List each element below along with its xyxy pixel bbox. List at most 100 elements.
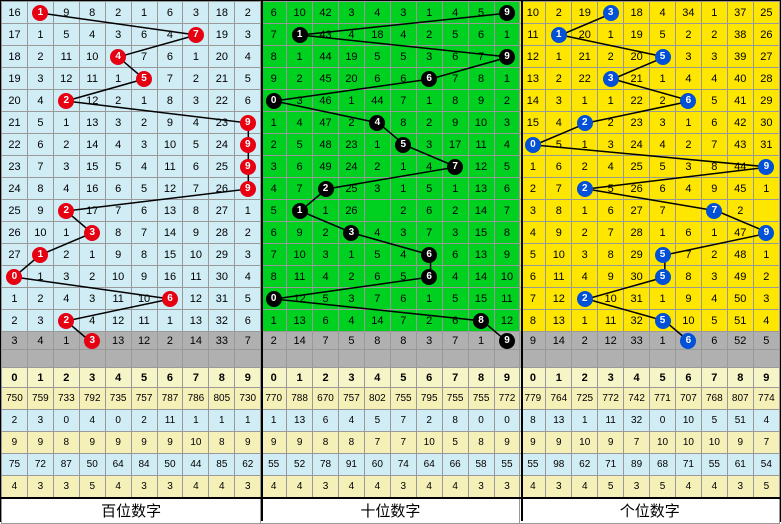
cell: 2 (364, 156, 390, 178)
stat-cell: 755 (468, 388, 494, 410)
stat-cell: 9 (287, 432, 313, 454)
cell: 46 (313, 90, 339, 112)
cell: 2 (701, 244, 727, 266)
cell: 3 (27, 68, 53, 90)
cell: 4 (701, 288, 727, 310)
stat-cell: 5 (753, 476, 779, 498)
trend-ball: 6 (421, 247, 437, 263)
cell: 44 (313, 46, 339, 68)
cell: 18 (209, 2, 235, 24)
cell: 6 (157, 46, 183, 68)
main-table: 1619821631826104234314591021931843413725… (1, 1, 780, 524)
cell: 1 (650, 332, 676, 350)
stat-cell: 75 (2, 454, 28, 476)
cell: 2 (53, 134, 79, 156)
cell: 8 (183, 200, 209, 222)
cell: 13 (546, 310, 572, 332)
cell: 2 (416, 112, 442, 134)
stat-cell: 4 (79, 410, 105, 432)
cell: 5 (650, 24, 676, 46)
cell: 4 (546, 112, 572, 134)
stat-cell: 52 (287, 454, 313, 476)
cell: 6 (157, 288, 183, 310)
cell: 9 (753, 156, 779, 178)
cell: 47 (313, 112, 339, 134)
stat-cell: 4 (287, 476, 313, 498)
cell: 5 (390, 46, 416, 68)
stat-cell: 8 (53, 432, 79, 454)
trend-ball: 2 (577, 291, 593, 307)
trend-ball: 3 (603, 5, 619, 21)
stat-cell: 3 (727, 476, 753, 498)
cell: 3 (105, 112, 131, 134)
cell: 5 (287, 134, 313, 156)
cell: 29 (624, 244, 650, 266)
stat-cell: 3 (494, 476, 520, 498)
cell: 3 (27, 310, 53, 332)
cell: 3 (235, 244, 261, 266)
cell: 7 (650, 200, 676, 222)
cell: 7 (416, 222, 442, 244)
cell: 6 (131, 24, 157, 46)
cell: 8 (79, 2, 105, 24)
trend-ball: 6 (421, 71, 437, 87)
cell: 1 (287, 46, 313, 68)
cell: 4 (390, 24, 416, 46)
cell: 4 (364, 112, 390, 134)
cell: 3 (598, 2, 624, 24)
stat-cell: 4 (753, 410, 779, 432)
col-header: 7 (701, 368, 727, 388)
cell: 8 (468, 310, 494, 332)
stat-cell: 2 (2, 410, 28, 432)
cell: 9 (105, 244, 131, 266)
cell: 2 (390, 200, 416, 222)
cell: 44 (364, 90, 390, 112)
stat-cell: 805 (209, 388, 235, 410)
trend-ball: 6 (162, 291, 178, 307)
trend-ball: 3 (84, 225, 100, 241)
cell: 7 (131, 46, 157, 68)
cell: 19 (338, 46, 364, 68)
cell: 3 (53, 266, 79, 288)
cell: 9 (494, 332, 520, 350)
cell: 6 (675, 332, 701, 350)
cell: 20 (572, 24, 598, 46)
col-header: 5 (390, 368, 416, 388)
cell: 4 (79, 24, 105, 46)
stat-cell: 32 (624, 410, 650, 432)
stat-cell: 787 (157, 388, 183, 410)
cell: 13 (520, 68, 546, 90)
spacer (442, 350, 468, 368)
cell: 12 (468, 156, 494, 178)
trend-ball: 3 (343, 225, 359, 241)
spacer (53, 350, 79, 368)
cell: 6 (287, 156, 313, 178)
cell: 9 (546, 222, 572, 244)
trend-ball: 8 (473, 313, 489, 329)
cell: 11 (79, 68, 105, 90)
stat-cell: 7 (364, 432, 390, 454)
trend-ball: 9 (499, 5, 515, 21)
cell: 0 (261, 90, 287, 112)
cell: 1 (313, 200, 339, 222)
stat-cell: 768 (701, 388, 727, 410)
cell: 6 (416, 68, 442, 90)
cell: 4 (105, 46, 131, 68)
cell: 8 (105, 222, 131, 244)
cell: 1 (157, 310, 183, 332)
cell: 3 (79, 288, 105, 310)
cell: 14 (79, 134, 105, 156)
cell: 1 (416, 90, 442, 112)
cell: 6 (261, 2, 287, 24)
trend-ball: 1 (32, 5, 48, 21)
cell: 2 (572, 156, 598, 178)
stat-cell: 733 (53, 388, 79, 410)
cell: 3 (313, 244, 339, 266)
cell: 7 (390, 310, 416, 332)
cell: 27 (753, 46, 779, 68)
cell: 48 (313, 134, 339, 156)
stat-cell: 7 (390, 410, 416, 432)
cell: 30 (753, 112, 779, 134)
stat-cell: 9 (157, 432, 183, 454)
cell: 8 (157, 90, 183, 112)
